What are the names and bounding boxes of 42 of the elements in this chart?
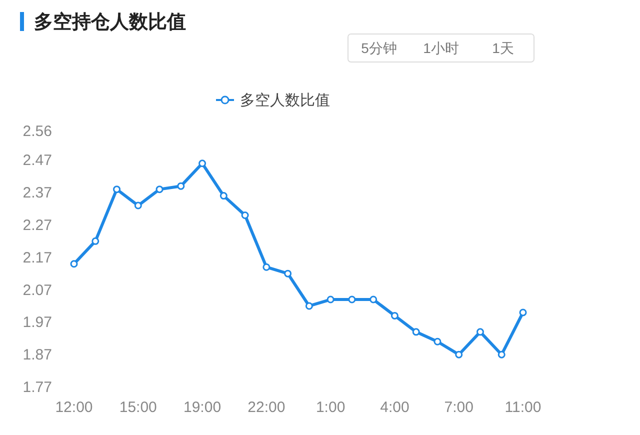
x-tick-label: 1:00 [316, 399, 346, 416]
point [92, 237, 100, 245]
point [241, 212, 249, 220]
x-tick-label: 22:00 [248, 399, 286, 416]
x-tick-label: 12:00 [55, 399, 93, 416]
point [220, 192, 228, 200]
point [434, 338, 442, 346]
point [305, 302, 313, 310]
point [284, 270, 292, 278]
point [326, 296, 334, 304]
y-tick-label: 2.17 [22, 249, 52, 266]
y-tick-label: 1.87 [22, 346, 52, 364]
point [113, 186, 121, 194]
x-tick-label: 4:00 [380, 399, 410, 416]
point [412, 328, 420, 336]
point [476, 328, 484, 336]
point [156, 186, 164, 194]
y-tick-label: 2.37 [22, 184, 52, 202]
point [262, 263, 270, 271]
legend-label: 多空人数比值 [240, 92, 330, 109]
y-tick-label: 2.47 [22, 152, 52, 170]
point [134, 202, 142, 210]
y-tick-label: 1.97 [22, 314, 52, 332]
x-tick-label: 15:00 [119, 399, 157, 416]
point [70, 260, 78, 268]
point [198, 160, 206, 168]
x-tick-label: 7:00 [444, 399, 474, 416]
y-tick-label: 2.07 [22, 282, 52, 299]
x-tick-label: 11:00 [504, 399, 542, 416]
y-tick-label: 1.77 [22, 379, 52, 396]
buttons: 5分钟 1小时 1天 [348, 34, 534, 62]
x-tick-label: 19:00 [184, 399, 222, 416]
y-tick-label: 2.56 [22, 123, 52, 140]
point [455, 350, 463, 358]
point [498, 350, 506, 358]
point [519, 308, 527, 316]
point [177, 182, 185, 190]
point [370, 296, 378, 304]
y-tick-label: 2.27 [22, 216, 52, 234]
point [390, 312, 398, 320]
chart-title: 多空持仓人数比值 [34, 11, 186, 33]
point [348, 296, 356, 304]
